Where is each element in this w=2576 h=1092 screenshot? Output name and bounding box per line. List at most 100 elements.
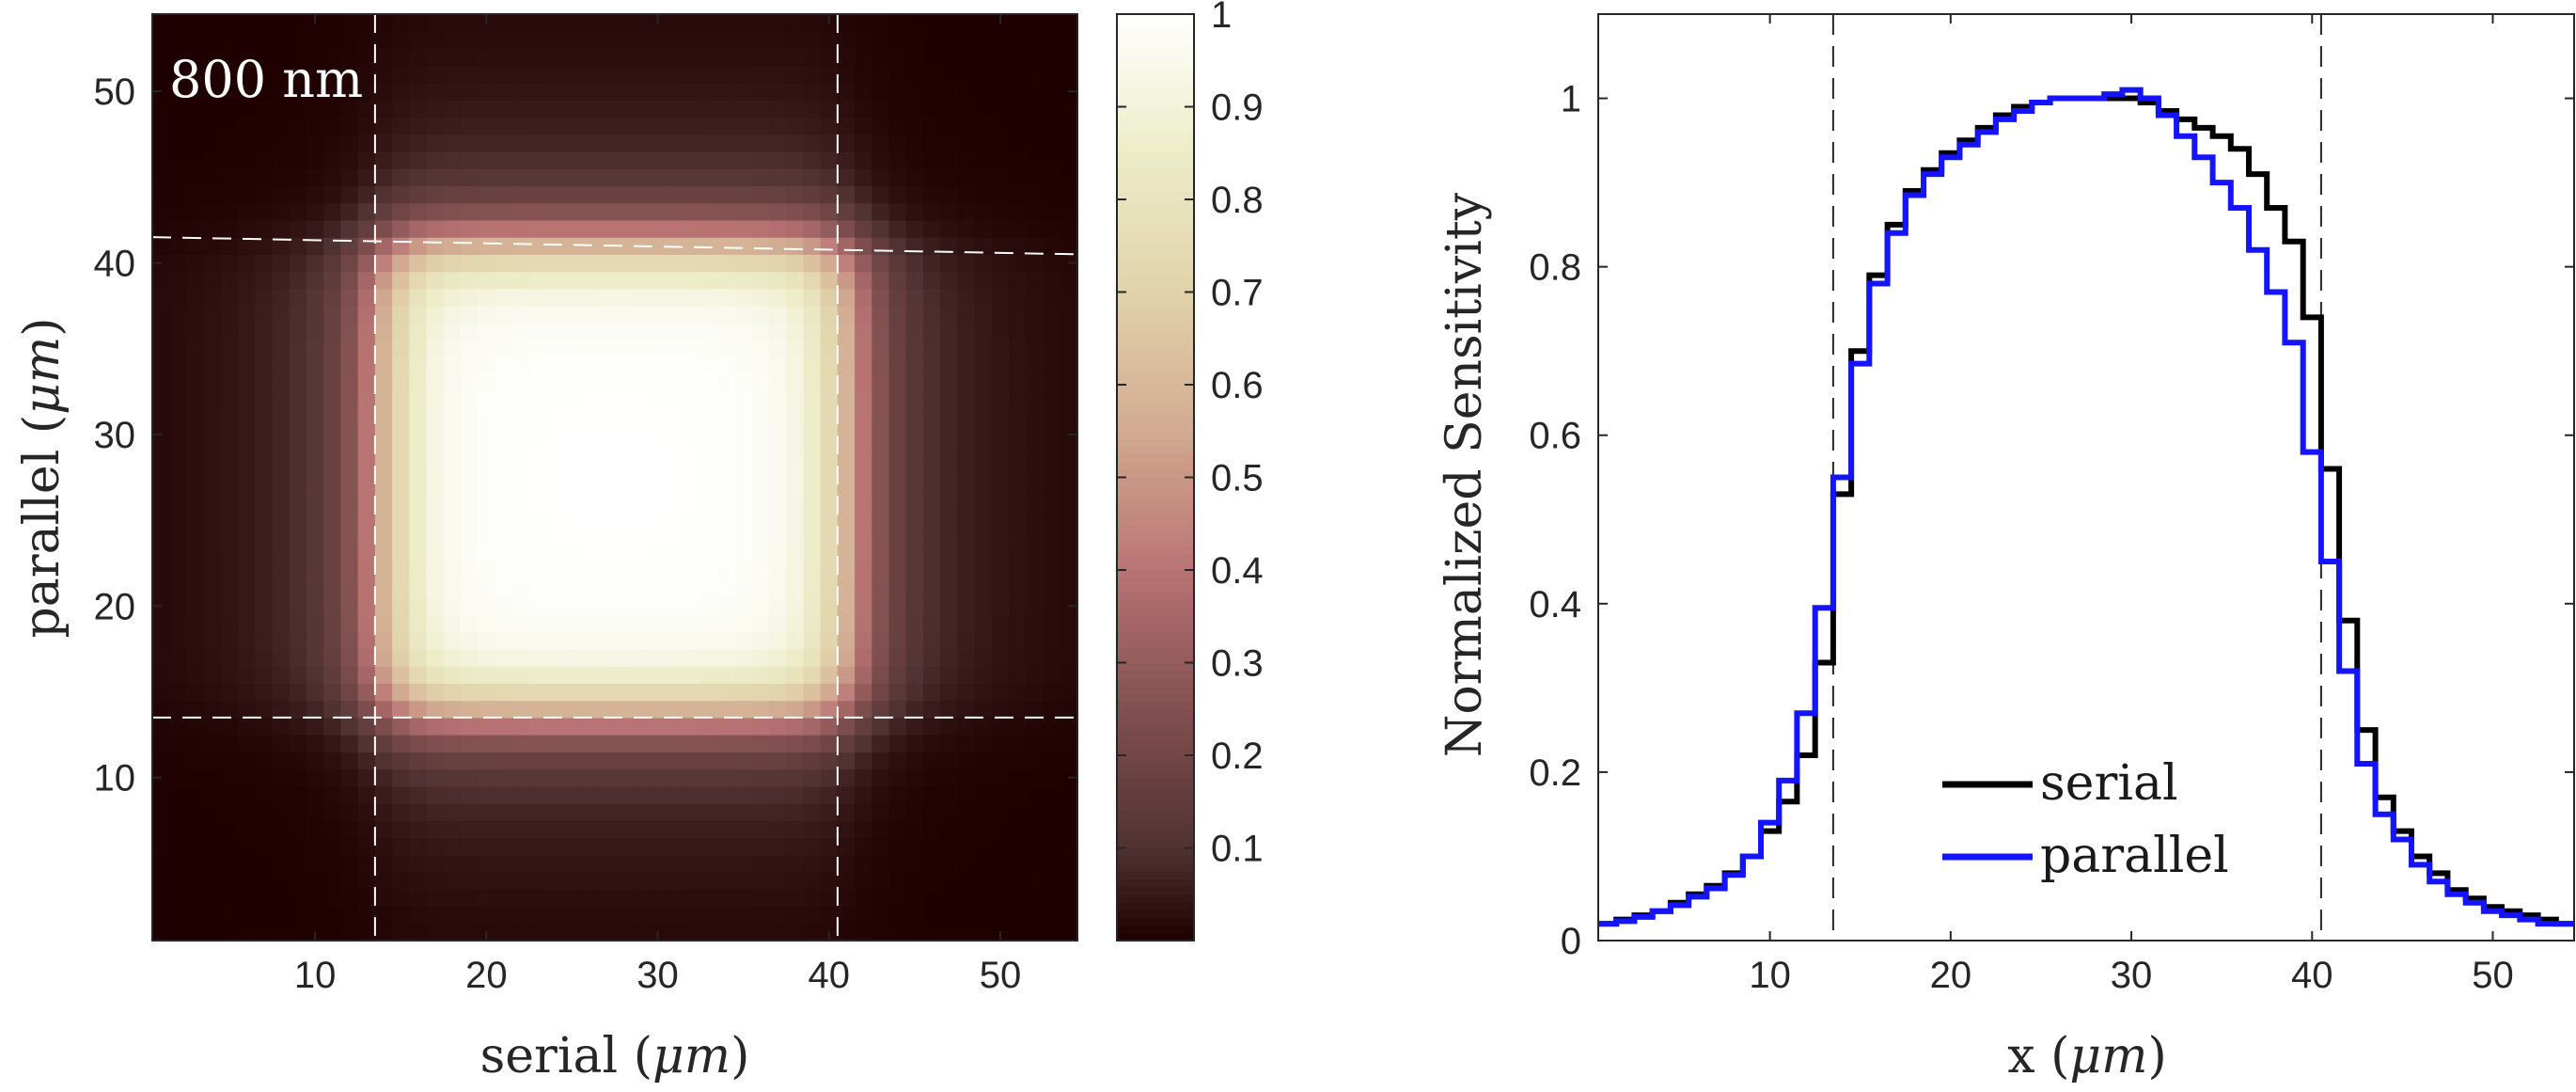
heatmap-cell [152,511,170,530]
heatmap-cell [203,408,222,427]
heatmap-cell [357,906,376,925]
heatmap-cell [478,150,496,169]
heatmap-annotation: 800 nm [169,50,363,109]
heatmap-cell [957,117,976,135]
heatmap-cell [409,391,428,410]
heatmap-cell [186,648,205,667]
heatmap-cell [478,31,496,50]
heatmap-cell [683,374,701,392]
heatmap-cell [820,546,839,564]
heatmap-cell [888,803,907,821]
colorbar-segment [1117,484,1194,494]
heatmap-cell [666,306,684,324]
heatmap-cell [357,374,376,392]
heatmap-cell [751,752,770,770]
heatmap-cell [546,288,564,307]
heatmap-cell [186,340,205,358]
heatmap-cell [357,391,376,410]
colorbar-segment [1117,83,1194,92]
heatmap-cell [683,666,701,684]
heatmap-cell [940,237,959,255]
heatmap-cell [666,494,684,513]
heatmap-cell [255,374,274,392]
heatmap-cell [1043,31,1061,50]
heatmap-cell [289,219,307,238]
heatmap-cell [461,717,479,736]
heatmap-cell [255,391,274,410]
heatmap-cell [769,288,787,307]
heatmap-cell [734,785,753,804]
heatmap-cell [220,356,239,375]
heatmap-cell [923,237,941,255]
heatmap-cell [323,666,342,684]
heatmap-cell [340,323,359,341]
heatmap-cell [580,648,599,667]
heatmap-cell [837,82,856,101]
heatmap-cell [152,717,170,736]
heatmap-dashed-guides [151,14,1078,941]
heatmap-cell [563,271,582,290]
heatmap-cell [443,425,462,444]
heatmap-cell [289,768,307,787]
heatmap-cell [751,168,770,187]
heatmap-cell [426,254,445,273]
heatmap-cell [563,579,582,598]
heatmap-cell [169,511,188,530]
heatmap-cell [837,271,856,290]
heatmap-cell [203,529,222,547]
heatmap-cell [855,717,872,736]
heatmap-cell [340,717,359,736]
heatmap-cell [255,237,274,255]
heatmap-cell [769,134,787,152]
heatmap-cell [426,168,445,187]
heatmap-cell [632,340,651,358]
heatmap-cell [306,511,324,530]
heatmap-cell [238,150,256,169]
heatmap-cell [289,237,307,255]
heatmap-cell [786,803,805,821]
heatmap-cell [272,785,291,804]
heatmap-cell [238,546,256,564]
heatmap-cell [974,614,993,633]
heatmap-cell [374,340,393,358]
heatmap-cell [1060,683,1078,702]
heatmap-cell [392,562,410,581]
heatmap-cell [1009,14,1027,32]
heatmap-cell [186,631,205,650]
heatmap-cell [152,237,170,255]
heatmap-cell [597,150,616,169]
heatmap-cell [649,735,668,752]
heatmap-cell [392,168,410,187]
heatmap-cell [323,271,342,290]
heatmap-cell [563,923,582,942]
heatmap-cell [186,408,205,427]
heatmap-cell [495,752,513,770]
heatmap-cell [957,597,976,616]
heatmap-cell [169,872,188,890]
heatmap-cell [597,254,616,273]
heatmap-cell [957,14,976,32]
heatmap-cell [786,735,805,752]
heatmap-cell [238,803,256,821]
heatmap-cell [872,854,890,873]
heatmap-cell [340,854,359,873]
colorbar-segment [1117,747,1194,756]
heatmap-cell [563,717,582,736]
heatmap-cell [923,271,941,290]
heatmap-cell [666,597,684,616]
heatmap-cell [289,100,307,119]
heatmap-cell [820,219,839,238]
heatmap-cell [649,408,668,427]
heatmap-cell [306,597,324,616]
heatmap-cell [495,837,513,856]
heatmap-cell [563,494,582,513]
heatmap-cell [392,666,410,684]
heatmap-cell [528,752,547,770]
heatmap-cell [683,529,701,547]
heatmap-cell [306,579,324,598]
heatmap-cell [888,408,907,427]
heatmap-cell [374,889,393,908]
heatmap-cell [152,391,170,410]
heatmap-cell [991,820,1010,839]
heatmap-cell [461,31,479,50]
